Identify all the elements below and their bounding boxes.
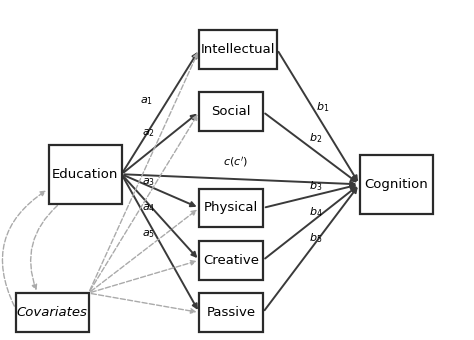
Text: $b_4$: $b_4$ bbox=[309, 205, 323, 219]
FancyBboxPatch shape bbox=[199, 241, 263, 279]
FancyBboxPatch shape bbox=[359, 155, 433, 214]
Text: Cognition: Cognition bbox=[364, 178, 428, 191]
Text: Creative: Creative bbox=[203, 254, 259, 267]
FancyBboxPatch shape bbox=[48, 145, 121, 204]
FancyBboxPatch shape bbox=[199, 293, 263, 332]
Text: $c(c')$: $c(c')$ bbox=[223, 155, 248, 169]
Text: $a_2$: $a_2$ bbox=[142, 127, 155, 139]
Text: Passive: Passive bbox=[207, 306, 255, 319]
Text: $a_4$: $a_4$ bbox=[142, 202, 155, 214]
Text: $b_3$: $b_3$ bbox=[309, 179, 323, 193]
Text: $a_3$: $a_3$ bbox=[142, 176, 155, 188]
Text: Physical: Physical bbox=[204, 201, 258, 215]
Text: Covariates: Covariates bbox=[17, 306, 88, 319]
Text: Intellectual: Intellectual bbox=[201, 43, 275, 56]
FancyBboxPatch shape bbox=[199, 30, 277, 69]
FancyBboxPatch shape bbox=[199, 92, 263, 131]
Text: $b_2$: $b_2$ bbox=[310, 131, 322, 145]
Text: Social: Social bbox=[211, 105, 251, 118]
Text: $a_1$: $a_1$ bbox=[140, 95, 153, 107]
FancyBboxPatch shape bbox=[199, 189, 263, 227]
Text: Education: Education bbox=[52, 168, 118, 181]
Text: $a_5$: $a_5$ bbox=[142, 228, 155, 240]
Text: $b_1$: $b_1$ bbox=[316, 100, 329, 114]
Text: $b_5$: $b_5$ bbox=[309, 231, 323, 245]
FancyBboxPatch shape bbox=[16, 293, 89, 332]
